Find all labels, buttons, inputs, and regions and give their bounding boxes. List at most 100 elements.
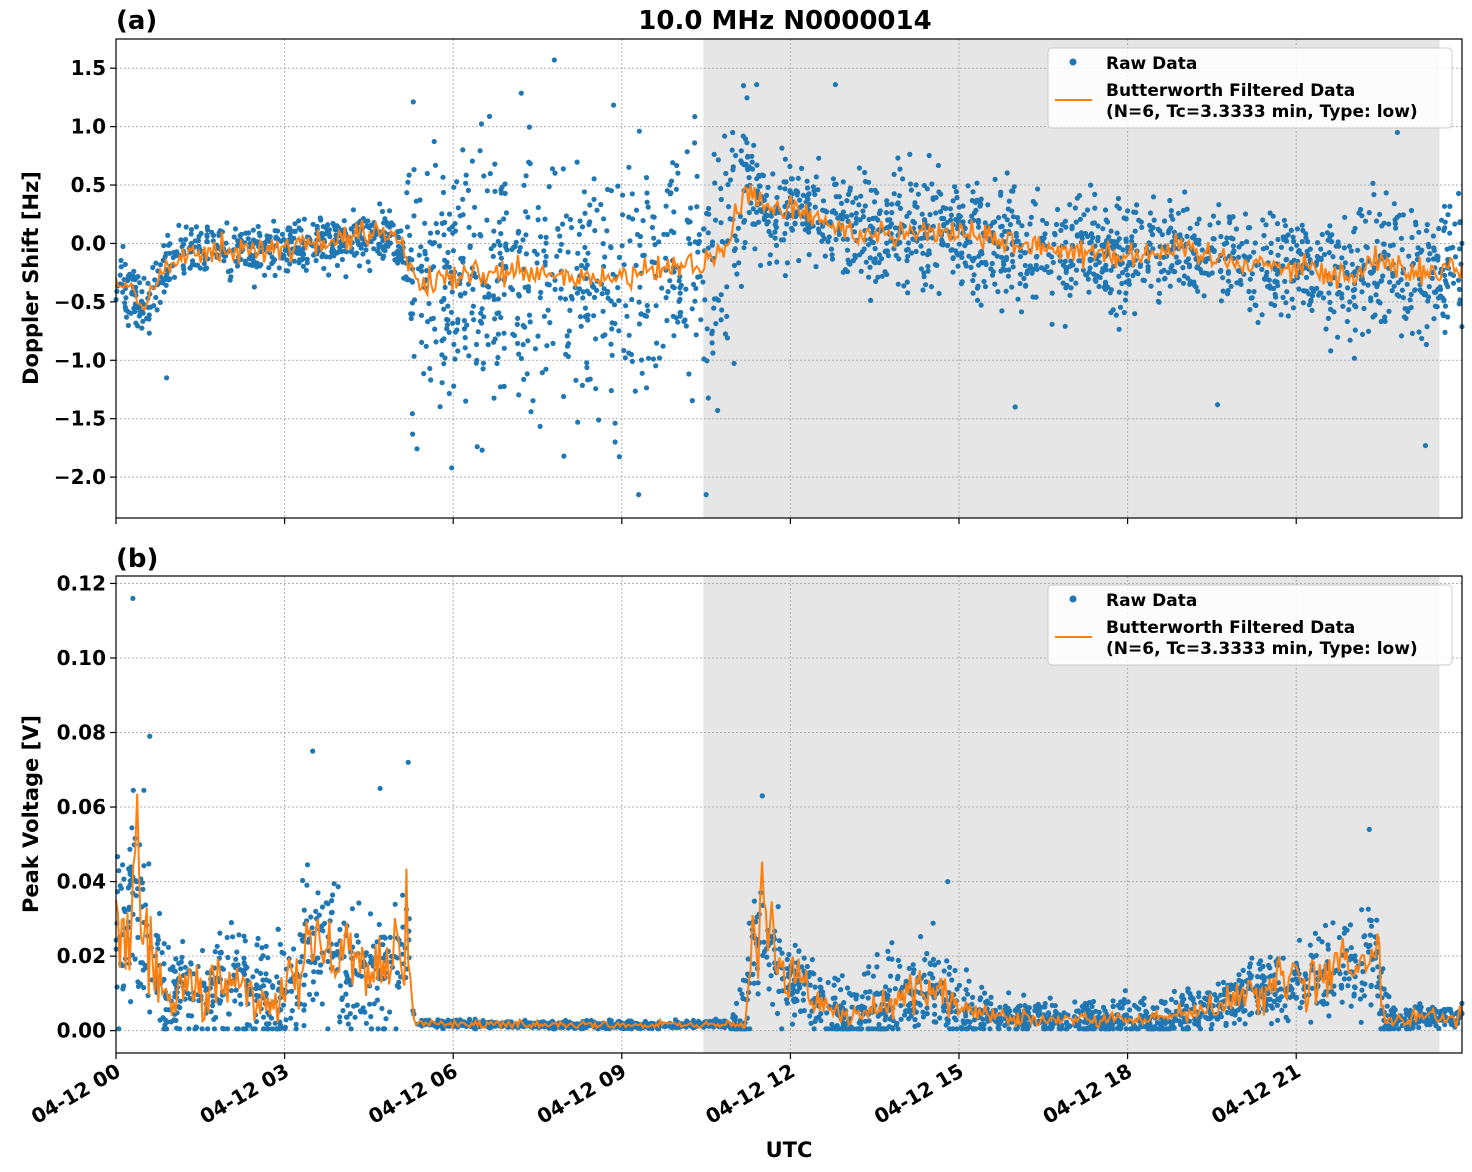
- raw-point: [806, 252, 812, 258]
- raw-point: [930, 920, 936, 926]
- raw-point: [632, 388, 638, 394]
- raw-point: [120, 289, 126, 295]
- raw-point: [153, 294, 159, 301]
- raw-point: [594, 207, 600, 213]
- raw-point: [254, 942, 260, 948]
- raw-point: [970, 994, 976, 1001]
- raw-point: [1020, 1026, 1026, 1032]
- raw-point: [485, 342, 491, 348]
- raw-point: [1205, 1016, 1212, 1022]
- raw-point: [1215, 1016, 1221, 1022]
- raw-point: [876, 260, 882, 266]
- raw-point: [461, 318, 467, 324]
- raw-point: [516, 293, 522, 299]
- raw-point: [1116, 205, 1122, 211]
- raw-point: [611, 302, 618, 308]
- raw-point: [643, 313, 650, 319]
- raw-point: [770, 171, 776, 177]
- raw-point: [154, 307, 160, 313]
- raw-point: [1274, 221, 1281, 227]
- raw-point: [914, 204, 920, 210]
- raw-point: [1282, 278, 1288, 284]
- raw-point: [520, 322, 526, 329]
- raw-point: [724, 313, 730, 319]
- raw-point: [141, 275, 147, 281]
- raw-point: [745, 154, 751, 160]
- raw-point: [1185, 256, 1192, 262]
- raw-point: [1102, 207, 1109, 213]
- raw-point: [921, 274, 927, 280]
- raw-point: [1170, 216, 1176, 222]
- raw-point: [1268, 1021, 1275, 1027]
- raw-point: [334, 949, 341, 955]
- raw-point: [360, 251, 366, 257]
- raw-point: [400, 892, 406, 898]
- raw-point: [123, 307, 129, 313]
- raw-point: [923, 979, 929, 985]
- raw-point: [187, 265, 193, 271]
- raw-point: [1399, 287, 1405, 293]
- raw-point: [258, 984, 264, 990]
- raw-point: [299, 954, 305, 960]
- raw-point: [862, 178, 869, 185]
- raw-point: [367, 1001, 373, 1007]
- raw-point: [1240, 967, 1246, 974]
- raw-point: [566, 328, 572, 334]
- raw-point: [1328, 348, 1334, 354]
- raw-point: [233, 258, 239, 264]
- raw-point: [812, 191, 818, 198]
- raw-point: [676, 298, 682, 304]
- raw-point: [1348, 248, 1354, 254]
- raw-point: [616, 298, 622, 304]
- raw-point: [1108, 267, 1114, 273]
- raw-point: [889, 210, 895, 216]
- raw-point: [987, 1026, 993, 1032]
- raw-point: [701, 226, 707, 232]
- raw-point: [1275, 252, 1281, 258]
- raw-point: [735, 225, 742, 231]
- raw-point: [491, 296, 497, 303]
- raw-point: [813, 1015, 819, 1021]
- raw-point: [1426, 284, 1432, 290]
- raw-point: [193, 224, 199, 230]
- raw-point: [432, 162, 439, 168]
- raw-point: [1290, 234, 1296, 240]
- raw-point: [920, 1009, 926, 1015]
- raw-point: [181, 270, 187, 276]
- raw-point: [542, 259, 548, 265]
- raw-point: [449, 465, 455, 471]
- raw-point: [408, 315, 414, 322]
- raw-point: [574, 265, 580, 271]
- raw-point: [774, 194, 780, 201]
- raw-point: [1172, 269, 1178, 275]
- raw-point: [474, 444, 480, 450]
- raw-point: [260, 977, 266, 983]
- raw-point: [1408, 207, 1415, 214]
- raw-point: [223, 240, 229, 246]
- raw-point: [462, 335, 468, 341]
- raw-point: [741, 245, 747, 251]
- raw-point: [1220, 979, 1226, 986]
- raw-point: [1348, 1003, 1354, 1009]
- raw-point: [293, 1026, 299, 1032]
- raw-point: [664, 317, 670, 324]
- raw-point: [1074, 233, 1080, 239]
- raw-point: [442, 219, 448, 226]
- raw-point: [1021, 250, 1028, 256]
- raw-point: [162, 276, 168, 283]
- raw-point: [1457, 220, 1463, 226]
- raw-point: [970, 277, 976, 284]
- raw-point: [1194, 265, 1200, 271]
- raw-point: [804, 185, 811, 191]
- raw-point: [1185, 275, 1191, 281]
- raw-point: [1344, 948, 1350, 954]
- raw-point: [255, 935, 261, 942]
- raw-point: [243, 230, 249, 236]
- raw-point: [724, 284, 730, 290]
- raw-point: [1073, 267, 1080, 273]
- raw-point: [470, 286, 476, 292]
- raw-point: [1015, 296, 1021, 302]
- raw-point: [792, 1012, 798, 1018]
- raw-point: [350, 207, 356, 213]
- raw-point: [1285, 1018, 1291, 1024]
